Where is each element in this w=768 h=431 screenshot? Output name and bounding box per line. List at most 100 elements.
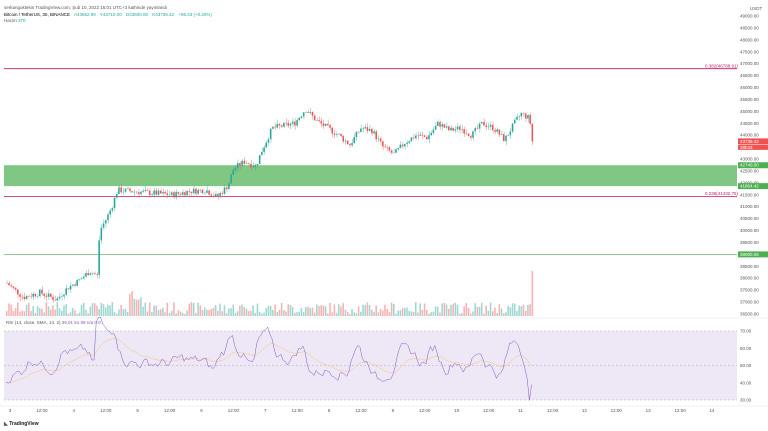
volume-bar: [157, 309, 160, 316]
candle-body: [331, 127, 333, 134]
volume-bar: [230, 308, 232, 316]
volume-bar: [236, 311, 239, 316]
time-tick-label: 12:00: [292, 408, 304, 413]
rsi-label: RSI (14, close, SMA, 14, 2): [6, 320, 61, 325]
volume-bar: [412, 311, 415, 316]
candle-body: [34, 293, 37, 297]
volume-bar: [487, 310, 490, 316]
volume-legend[interactable]: Hacim 370: [4, 18, 26, 23]
candle-body: [489, 124, 492, 127]
candle-body: [144, 190, 147, 191]
volume-bar: [100, 303, 103, 316]
tradingview-brand: TradingView: [9, 421, 39, 427]
candle-body: [78, 279, 81, 280]
candle-body: [239, 163, 241, 166]
candle-body: [58, 296, 61, 299]
candle-body: [10, 285, 12, 287]
candle-body: [377, 138, 380, 140]
candle-body: [190, 191, 193, 194]
volume-bar: [269, 306, 272, 316]
volume-bar: [8, 303, 10, 316]
chart-header: serkangoktekin TradingView.com, Şub 10, …: [0, 0, 740, 30]
volume-bar: [500, 308, 503, 316]
candle-body: [32, 293, 34, 297]
volume-bar: [276, 311, 279, 316]
candle-body: [362, 128, 364, 129]
candle-body: [441, 124, 443, 127]
price-badge: [738, 251, 768, 258]
volume-bar: [173, 302, 175, 316]
candle-body: [454, 129, 457, 131]
volume-bar: [93, 303, 96, 316]
volume-bar: [437, 306, 439, 316]
volume-bar: [447, 308, 450, 316]
candle-body: [342, 136, 344, 142]
ohlc-low: D43500.00: [125, 12, 148, 17]
volume-bar: [426, 310, 428, 316]
volume-label: Hacim: [4, 18, 17, 23]
volume-bar: [177, 310, 180, 316]
candle-body: [74, 284, 76, 286]
volume-bar: [439, 312, 441, 316]
candle-body: [329, 125, 331, 128]
volume-bar: [351, 309, 353, 316]
volume-bar: [118, 309, 120, 316]
candle-body: [157, 190, 160, 195]
volume-bar: [223, 305, 226, 316]
candle-body: [309, 111, 312, 113]
volume-bar: [329, 302, 331, 316]
candle-body: [507, 135, 509, 136]
symbol-title[interactable]: Bitcoin / TetherUS, 30, BINANCE: [4, 12, 70, 17]
volume-bar: [131, 291, 133, 316]
time-tick-label: 12:00: [611, 408, 623, 413]
volume-bar: [252, 305, 254, 316]
time-tick-label: 12:00: [483, 408, 495, 413]
volume-bar: [469, 313, 472, 316]
candle-body: [250, 163, 252, 168]
candle-body: [49, 293, 52, 297]
candle-body: [170, 192, 173, 195]
volume-bar: [36, 306, 39, 316]
volume-bar: [421, 309, 424, 316]
candle-body: [256, 163, 259, 166]
candle-body: [412, 137, 415, 139]
candle-body: [395, 149, 397, 153]
price-tick-label: 41500.00: [740, 192, 759, 197]
candle-body: [234, 167, 237, 170]
volume-bar: [360, 311, 362, 316]
volume-bar: [142, 306, 144, 316]
candle-body: [181, 192, 184, 195]
volume-bar: [316, 304, 318, 316]
rsi-legend[interactable]: RSI (14, close, SMA, 14, 2) 39.01 51.08 …: [6, 320, 101, 325]
candle-body: [417, 135, 419, 137]
symbol-legend[interactable]: Bitcoin / TetherUS, 30, BINANCE A43662.9…: [4, 12, 215, 17]
candle-body: [516, 116, 518, 120]
tradingview-logo-icon: ◣: [4, 421, 8, 427]
candle-body: [423, 135, 426, 137]
price-badge: [738, 183, 768, 190]
candle-body: [485, 125, 487, 127]
volume-bar: [219, 303, 221, 316]
volume-bar: [408, 310, 410, 316]
volume-bar: [505, 312, 507, 316]
candle-body: [166, 193, 169, 196]
volume-bar: [212, 307, 215, 316]
volume-bar: [54, 309, 56, 316]
candle-body: [230, 174, 232, 184]
candle-body: [522, 112, 525, 114]
candle-body: [311, 111, 314, 116]
candle-body: [498, 129, 501, 135]
volume-bar: [388, 311, 391, 316]
candle-body: [487, 126, 490, 128]
rsi-band: [4, 331, 737, 400]
volume-bar: [340, 306, 342, 316]
candle-body: [287, 123, 290, 126]
candle-body: [164, 191, 166, 194]
volume-bar: [107, 304, 109, 316]
tradingview-logo[interactable]: ◣ TradingView: [4, 421, 39, 427]
volume-bar: [129, 293, 131, 316]
rsi-tick-label: 70.00: [740, 329, 752, 334]
price-tick-label: 46000.00: [740, 85, 759, 90]
volume-bar: [430, 312, 432, 316]
